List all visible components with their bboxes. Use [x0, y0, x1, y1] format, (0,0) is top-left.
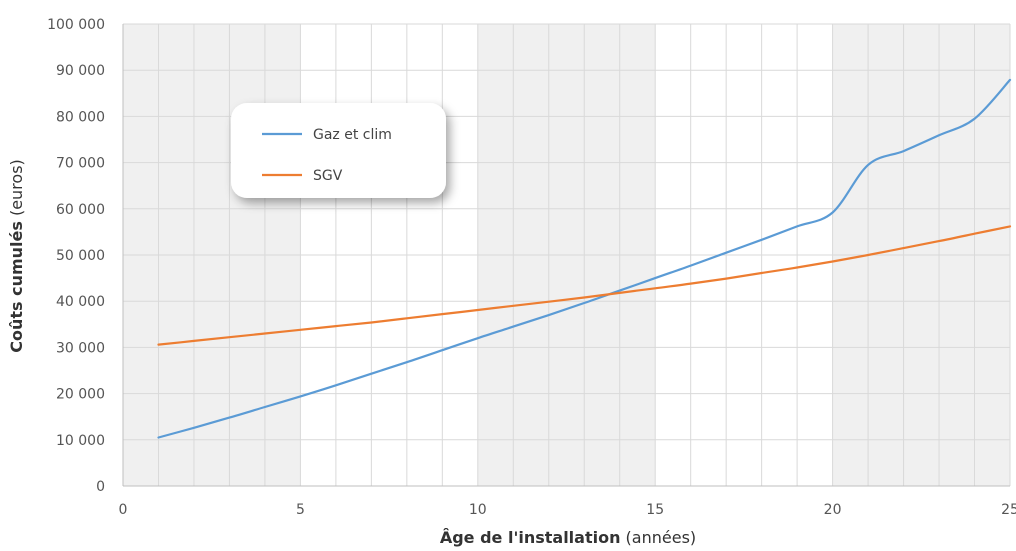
legend: Gaz et clim SGV — [231, 103, 446, 198]
y-tick-label: 80 000 — [56, 109, 105, 125]
x-tick-label: 0 — [119, 502, 128, 518]
y-tick-label: 30 000 — [56, 340, 105, 356]
y-tick-labels: 0 10 000 20 000 30 000 40 000 50 000 60 000 70 … — [47, 17, 105, 495]
y-tick-label: 90 000 — [56, 63, 105, 79]
x-tick-label: 20 — [824, 502, 842, 518]
x-tick-label: 15 — [646, 502, 664, 518]
x-axis-title: Âge de l'installation (années) — [440, 528, 696, 547]
series-line-1 — [157, 225, 1012, 346]
y-tick-label: 0 — [96, 479, 105, 495]
y-axis-title-bold: Coûts cumulés — [7, 221, 26, 353]
y-tick-label: 50 000 — [56, 248, 105, 264]
y-tick-label: 20 000 — [56, 387, 105, 403]
x-tick-label: 10 — [469, 502, 487, 518]
x-axis-title-bold: Âge de l'installation — [440, 528, 621, 547]
y-axis-title-rest: (euros) — [7, 159, 26, 221]
series-lines — [157, 78, 1012, 439]
x-tick-label: 5 — [296, 502, 305, 518]
x-tick-labels: 0 5 10 15 20 25 — [119, 502, 1016, 518]
legend-label-0: Gaz et clim — [313, 127, 392, 143]
y-tick-label: 60 000 — [56, 202, 105, 218]
x-tick-label: 25 — [1001, 502, 1016, 518]
y-axis-title: Coûts cumulés (euros) — [7, 159, 26, 353]
legend-label-1: SGV — [313, 168, 343, 184]
x-axis-title-rest: (années) — [620, 528, 696, 547]
y-tick-label: 70 000 — [56, 156, 105, 172]
y-tick-label: 100 000 — [47, 17, 105, 33]
series-line-0 — [157, 78, 1012, 439]
y-tick-label: 40 000 — [56, 294, 105, 310]
y-tick-label: 10 000 — [56, 433, 105, 449]
plot-frame — [122, 24, 1010, 487]
